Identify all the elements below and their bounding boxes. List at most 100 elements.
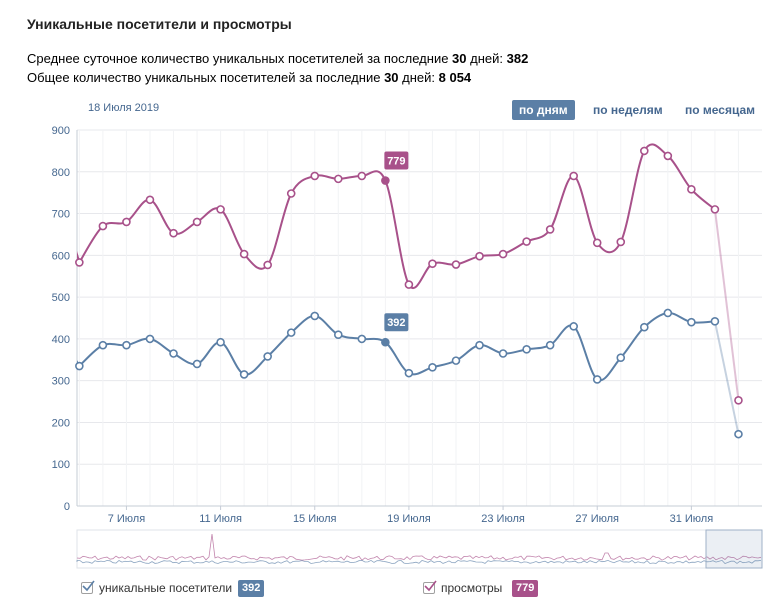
navigator-series-line <box>76 533 762 561</box>
data-point <box>498 349 508 358</box>
x-tick-label: 11 Июля <box>199 513 242 525</box>
y-tick-label: 300 <box>52 376 70 388</box>
data-point <box>734 429 743 439</box>
data-point <box>545 225 555 234</box>
data-point <box>216 337 225 347</box>
data-point <box>687 185 696 194</box>
tab-by-months[interactable]: по месяцам <box>685 103 756 117</box>
x-tick-label: 19 Июля <box>387 513 431 525</box>
data-point <box>404 368 414 378</box>
checkmark-icon <box>82 580 95 592</box>
tab-by-days[interactable]: по дням <box>512 100 575 120</box>
visitors-checkbox[interactable] <box>81 580 95 594</box>
data-point <box>475 251 484 261</box>
data-point <box>145 334 155 344</box>
y-tick-label: 700 <box>52 209 70 221</box>
data-point <box>75 258 84 267</box>
data-point <box>616 237 626 247</box>
legend-value-views: 779 <box>512 580 539 597</box>
data-point <box>192 359 202 369</box>
highlight-label-bg <box>384 151 409 170</box>
data-point <box>122 217 131 227</box>
data-point <box>381 337 390 347</box>
data-point <box>475 340 484 350</box>
legend-value-visitors: 392 <box>238 580 265 597</box>
data-point <box>357 171 367 181</box>
data-point <box>451 260 461 269</box>
data-point <box>687 317 696 327</box>
highlight-label-text: 392 <box>387 317 405 329</box>
data-point <box>498 249 508 259</box>
highlight-label-text: 779 <box>387 156 405 168</box>
x-tick-label: 23 Июля <box>481 513 525 525</box>
data-point <box>640 146 649 156</box>
data-point <box>239 249 249 259</box>
data-point <box>640 322 649 332</box>
data-point <box>169 228 178 238</box>
data-point <box>522 345 531 354</box>
y-tick-label: 400 <box>52 334 70 346</box>
period-tabs: по дням по неделям по месяцам <box>0 100 779 122</box>
data-point <box>192 217 202 227</box>
x-tick-label: 15 Июля <box>293 513 337 525</box>
y-tick-label: 800 <box>52 167 70 179</box>
highlight-value-label: 392 <box>384 313 409 332</box>
data-point <box>263 260 272 270</box>
navigator-series-line <box>76 559 762 565</box>
data-point <box>75 361 84 371</box>
highlight-label-bg <box>384 313 409 332</box>
data-point <box>310 311 320 321</box>
data-point <box>239 370 249 379</box>
series-line-partial <box>713 321 740 435</box>
chart-title: Уникальные посетители и просмотры <box>27 16 292 32</box>
data-point <box>545 340 555 350</box>
data-point <box>616 353 626 362</box>
data-point <box>286 189 296 198</box>
data-point <box>522 237 531 246</box>
series-line <box>78 143 716 289</box>
data-point <box>710 205 720 214</box>
checkmark-icon <box>424 580 437 592</box>
series-line <box>78 311 715 382</box>
data-point <box>98 221 108 231</box>
data-point <box>98 340 108 350</box>
highlight-value-label: 779 <box>384 151 409 170</box>
data-point <box>333 330 343 340</box>
data-point <box>592 375 602 384</box>
data-point <box>216 205 225 214</box>
x-tick-label: 31 Июля <box>670 513 714 525</box>
data-point <box>263 352 272 361</box>
y-tick-label: 600 <box>52 250 70 262</box>
total-visitors-stat: Общее количество уникальных посетителей … <box>27 70 472 85</box>
average-daily-visitors-stat: Среднее суточное количество уникальных п… <box>27 51 529 66</box>
tab-by-weeks[interactable]: по неделям <box>593 103 663 117</box>
y-tick-label: 100 <box>52 459 70 471</box>
data-point <box>404 280 414 289</box>
data-point <box>428 259 437 268</box>
x-tick-label: 7 Июля <box>108 513 146 525</box>
data-point <box>381 176 390 185</box>
legend-label-visitors: уникальные посетители <box>99 581 233 595</box>
legend-label-views: просмотры <box>441 581 503 595</box>
data-point <box>357 334 367 344</box>
data-point <box>451 356 461 365</box>
views-checkbox[interactable] <box>423 580 437 594</box>
data-point <box>592 238 602 248</box>
data-point <box>310 171 320 181</box>
data-point <box>333 174 343 184</box>
data-point <box>169 349 178 358</box>
hover-date-label: 18 Июля 2019 <box>88 102 160 114</box>
data-point <box>569 171 578 181</box>
data-point <box>663 308 673 318</box>
data-point <box>145 195 155 205</box>
data-point <box>734 396 743 405</box>
x-tick-label: 27 Июля <box>575 513 619 525</box>
data-point <box>122 340 131 350</box>
data-point <box>428 362 437 372</box>
data-point <box>663 151 673 161</box>
data-point <box>286 328 296 337</box>
y-tick-label: 0 <box>64 501 70 513</box>
y-tick-label: 500 <box>52 292 70 304</box>
data-point <box>569 322 578 331</box>
